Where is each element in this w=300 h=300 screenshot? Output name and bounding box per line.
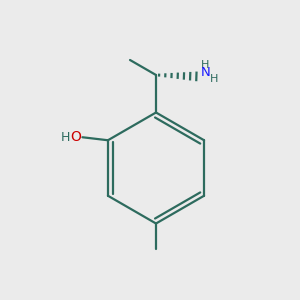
Text: H: H — [200, 60, 209, 70]
Text: N: N — [201, 66, 211, 80]
Text: O: O — [70, 130, 81, 144]
Text: H: H — [210, 74, 219, 84]
Text: H: H — [61, 131, 70, 144]
